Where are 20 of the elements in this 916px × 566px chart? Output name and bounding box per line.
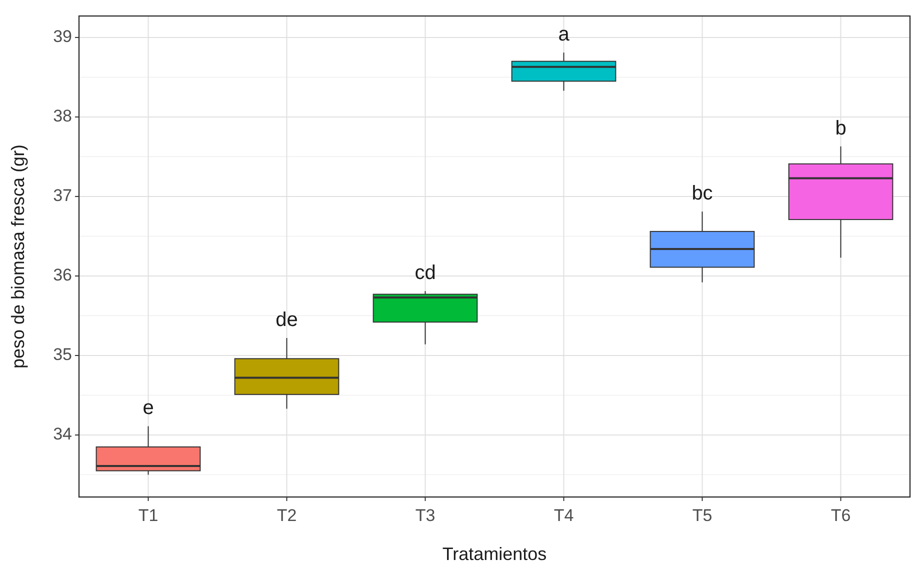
y-tick-label: 34 [53,424,72,444]
y-tick-label: 37 [53,186,72,205]
x-axis-title: Tratamientos [442,544,547,564]
annotation: e [142,397,154,420]
annotation: bc [692,182,713,205]
y-tick-label: 38 [53,106,72,126]
y-tick-label: 35 [53,344,72,364]
x-tick-label: T2 [276,506,297,525]
annotation: de [276,308,298,331]
x-tick-label: T1 [138,506,158,525]
annotation: cd [414,262,436,284]
y-axis-title: peso de biomasa fresca (gr) [8,144,28,369]
x-tick-label: T6 [830,506,851,525]
x-tick-label: T4 [554,506,574,525]
x-tick-label: T3 [415,506,436,525]
annotation: a [558,24,570,46]
x-tick-label: T5 [692,506,712,525]
annotation: b [835,117,846,140]
y-tick-label: 36 [53,265,72,284]
y-tick-label: 39 [53,26,72,46]
